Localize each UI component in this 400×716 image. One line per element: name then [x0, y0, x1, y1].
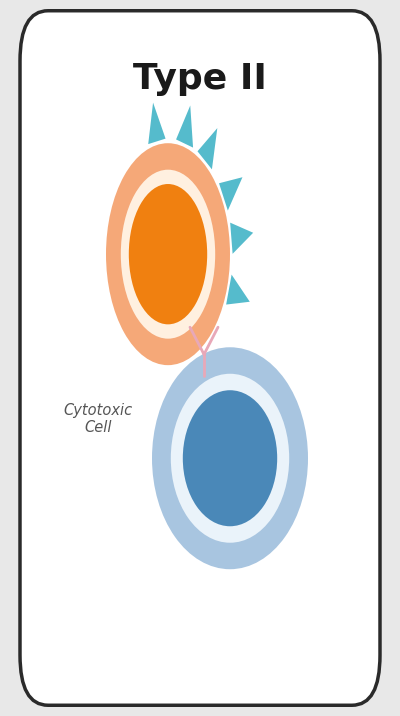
Polygon shape [148, 102, 166, 144]
Circle shape [129, 184, 207, 324]
Polygon shape [176, 105, 193, 147]
Polygon shape [230, 223, 253, 254]
Polygon shape [219, 178, 242, 211]
Ellipse shape [183, 390, 277, 526]
Circle shape [106, 143, 230, 365]
Ellipse shape [152, 347, 308, 569]
Polygon shape [226, 275, 250, 304]
FancyBboxPatch shape [20, 11, 380, 705]
Ellipse shape [171, 374, 289, 543]
Circle shape [121, 170, 215, 339]
Text: Cytotoxic
Cell: Cytotoxic Cell [64, 402, 132, 435]
Polygon shape [198, 128, 217, 170]
Text: Type II: Type II [133, 62, 267, 96]
